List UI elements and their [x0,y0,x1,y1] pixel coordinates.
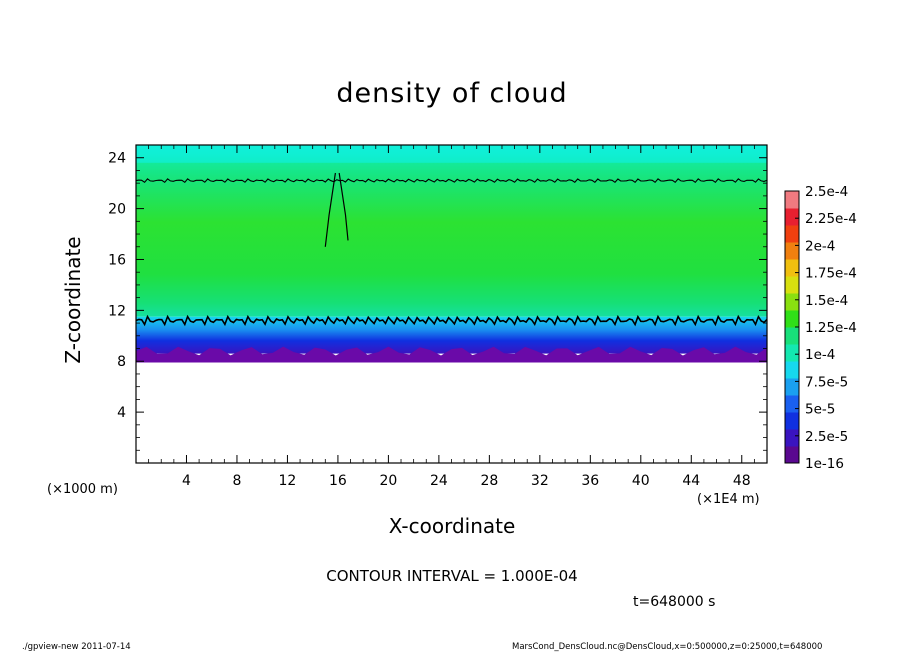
time-note: t=648000 s [633,594,716,610]
contour-lines [135,172,768,327]
colorbar-segment [785,293,799,311]
colorbar-segment [785,225,799,243]
x-tick-label: 24 [430,473,448,489]
x-unit-note: (×1E4 m) [697,492,760,507]
colorbar-segment [785,259,799,277]
colorbar-label: 2.25e-4 [805,211,857,227]
x-tick-label: 28 [480,473,498,489]
x-tick-label: 20 [379,473,397,489]
colorbar-segment [785,208,799,226]
colorbar-label: 5e-5 [805,402,835,418]
colorbar-segment [785,429,799,447]
colorbar-label: 1e-16 [805,456,844,472]
colorbar-segment [785,344,799,362]
chart-title: density of cloud [336,78,568,109]
colorbar-segment [785,310,799,328]
colorbar-label: 1.5e-4 [805,293,848,309]
colorbar-segment [785,395,799,413]
footer-program-date: ./gpview-new 2011-07-14 [22,642,131,652]
heatmap-field [136,145,767,363]
x-tick-label: 12 [279,473,297,489]
x-axis-label: X-coordinate [388,514,516,538]
field-band-bottom [136,346,767,363]
colorbar-label: 1.25e-4 [805,320,857,336]
colorbar-segment [785,412,799,430]
contour-interval-note: CONTOUR INTERVAL = 1.000E-04 [326,567,578,585]
contour-line [135,314,768,327]
y-unit-note: (×1000 m) [47,482,118,497]
field-band-main [136,145,767,317]
field-band-low [136,316,767,354]
x-tick-label: 16 [329,473,347,489]
colorbar-segment [785,378,799,396]
y-tick-label: 20 [108,202,126,218]
x-tick-label: 4 [182,473,191,489]
colorbar-label: 2e-4 [805,238,835,254]
colorbar-label: 2.5e-5 [805,429,848,445]
y-tick-label: 12 [108,303,126,319]
x-tick-label: 36 [581,473,599,489]
y-tick-label: 24 [108,151,126,167]
colorbar-segment [785,327,799,345]
field-band-top [136,145,767,163]
x-axis-ticks: 4 8 12 16 20 24 28 32 36 40 44 48 [148,145,755,489]
y-axis-ticks: 4 8 12 16 20 24 [108,151,767,451]
colorbar-label: 1e-4 [805,347,835,363]
colorbar-label: 2.5e-4 [805,184,848,200]
colorbar-segment [785,276,799,294]
contour-line [135,178,768,184]
colorbar-label: 1.75e-4 [805,266,857,282]
colorbar-segment [785,446,799,464]
y-tick-label: 8 [117,354,126,370]
x-tick-label: 32 [531,473,549,489]
colorbar-segment [785,191,799,209]
x-tick-label: 40 [632,473,650,489]
colorbar: 1e-16 2.5e-5 5e-5 7.5e-5 1e-4 1.25e-4 1.5e-4 1.… [784,184,857,472]
footer-data-source: MarsCond_DensCloud.nc@DensCloud,x=0:5000… [512,642,823,652]
x-tick-label: 48 [733,473,751,489]
y-tick-label: 4 [117,405,126,421]
x-tick-label: 44 [682,473,700,489]
colorbar-segment [785,242,799,260]
y-tick-label: 16 [108,252,126,268]
x-tick-label: 8 [232,473,241,489]
colorbar-label: 7.5e-5 [805,374,848,390]
colorbar-segment [785,361,799,379]
contour-plume [324,172,349,247]
